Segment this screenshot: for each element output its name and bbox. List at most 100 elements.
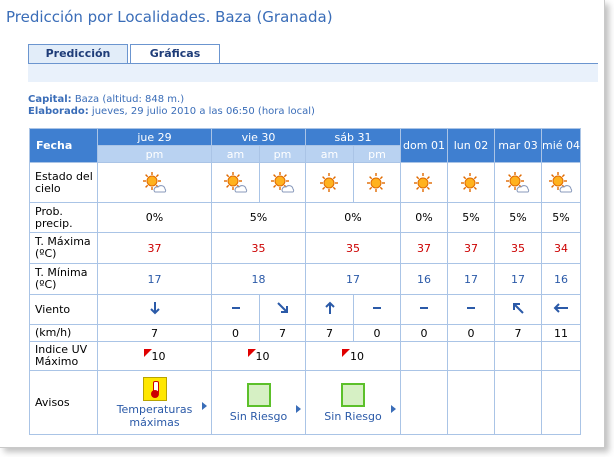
capital-label: Capital: [28, 94, 72, 105]
tab-underline [28, 63, 598, 64]
uv-value: 10 [255, 349, 270, 363]
tmin-cell: 17 [305, 263, 401, 295]
sun-icon [367, 172, 385, 192]
prob-cell: 0% [305, 202, 401, 233]
uv-cell: 10 [305, 341, 401, 371]
period-header: pm [97, 145, 212, 163]
play-arrow-icon [391, 405, 396, 413]
prob-cell: 5% [494, 202, 542, 233]
sun-cloud-icon [506, 171, 530, 192]
aviso-cell [447, 370, 495, 435]
aviso-link[interactable]: Temperaturas máximas [116, 402, 193, 429]
day-header: jue 29 [97, 128, 212, 146]
sky-cell [211, 162, 260, 203]
sky-cell [259, 162, 306, 203]
wind-cell [259, 294, 306, 325]
sun-icon [414, 172, 432, 192]
prob-cell: 5% [447, 202, 495, 233]
row-label-kmh: (km/h) [29, 324, 98, 342]
tmin-cell: 17 [494, 263, 542, 295]
uv-flag-icon [342, 348, 350, 357]
period-header: pm [259, 145, 306, 163]
tmax-cell: 35 [211, 232, 306, 264]
arrow-up-icon [324, 301, 335, 314]
uv-badge: 10 [342, 348, 364, 363]
uv-badge: 10 [143, 348, 166, 363]
uv-value: 10 [350, 349, 364, 363]
dash-icon [231, 307, 240, 309]
sky-cell [305, 162, 354, 203]
aviso-cell [400, 370, 448, 435]
tmax-cell: 37 [447, 232, 495, 264]
wind-cell [447, 294, 495, 325]
tmax-cell: 37 [400, 232, 448, 264]
uv-flag-icon [247, 348, 256, 357]
arrow-down-right-icon [276, 302, 288, 313]
prob-cell: 0% [97, 202, 212, 233]
tab-prediccion[interactable]: Predicción [28, 44, 128, 64]
dash-icon [467, 307, 475, 309]
no-risk-icon [246, 382, 271, 407]
sun-icon [461, 172, 479, 192]
play-arrow-icon [202, 402, 207, 410]
aviso-cell[interactable]: Sin Riesgo [211, 370, 306, 435]
day-header: mar 03 [494, 128, 542, 163]
aviso-cell [540, 370, 582, 435]
tmax-cell: 34 [540, 232, 582, 264]
uv-cell: 10 [211, 341, 306, 371]
tab-band [28, 64, 598, 82]
uv-badge: 10 [247, 348, 270, 363]
wind-cell [494, 294, 542, 325]
play-arrow-icon [296, 405, 301, 413]
dash-icon [373, 307, 381, 309]
wind-speed-cell: 0 [447, 324, 495, 342]
sky-cell [540, 162, 582, 203]
wind-cell [400, 294, 448, 325]
prob-cell: 5% [540, 202, 582, 233]
sky-cell [447, 162, 495, 203]
row-label-estado: Estado del cielo [29, 162, 98, 203]
tmin-cell: 17 [447, 263, 495, 295]
wind-speed-cell: 7 [305, 324, 354, 342]
tmin-cell: 16 [400, 263, 448, 295]
wind-cell [211, 294, 260, 325]
uv-cell [540, 341, 582, 371]
day-header: dom 01 [400, 128, 448, 163]
page-title: Predicción por Localidades. Baza (Granad… [6, 8, 333, 26]
prob-cell: 0% [400, 202, 448, 233]
row-label-viento: Viento [29, 294, 98, 325]
sun-cloud-icon [549, 171, 573, 192]
period-header: am [211, 145, 260, 163]
day-header: mié 04 [540, 128, 582, 163]
tmax-cell: 35 [305, 232, 401, 264]
wind-speed-cell: 7 [259, 324, 306, 342]
tmax-cell: 37 [97, 232, 212, 264]
aviso-cell[interactable]: Temperaturas máximas [97, 370, 212, 435]
wind-speed-cell: 0 [211, 324, 260, 342]
tmin-cell: 18 [211, 263, 306, 295]
aviso-cell[interactable]: Sin Riesgo [305, 370, 401, 435]
tmax-cell: 35 [494, 232, 542, 264]
prob-cell: 5% [211, 202, 306, 233]
sky-cell [97, 162, 212, 203]
aviso-link[interactable]: Sin Riesgo [229, 409, 288, 423]
capital-info: Capital: Baza (altitud: 848 m.) [28, 94, 184, 105]
uv-flag-icon [143, 348, 152, 357]
uv-cell: 10 [97, 341, 212, 371]
dash-icon [420, 307, 428, 309]
row-label-avisos: Avisos [29, 370, 98, 435]
sky-cell [353, 162, 401, 203]
aviso-cell [494, 370, 542, 435]
sun-cloud-icon [270, 171, 294, 192]
wind-cell [353, 294, 401, 325]
wind-cell [305, 294, 354, 325]
wind-cell [540, 294, 582, 325]
window-frame: Predicción por Localidades. Baza (Granad… [0, 0, 605, 448]
arrow-left-icon [553, 303, 569, 313]
sun-cloud-icon [142, 171, 166, 192]
aviso-link[interactable]: Sin Riesgo [324, 409, 382, 423]
sky-cell [494, 162, 542, 203]
thermometer-warning-icon [142, 376, 167, 401]
tab-graficas[interactable]: Gráficas [130, 44, 220, 63]
tmin-cell: 16 [540, 263, 582, 295]
